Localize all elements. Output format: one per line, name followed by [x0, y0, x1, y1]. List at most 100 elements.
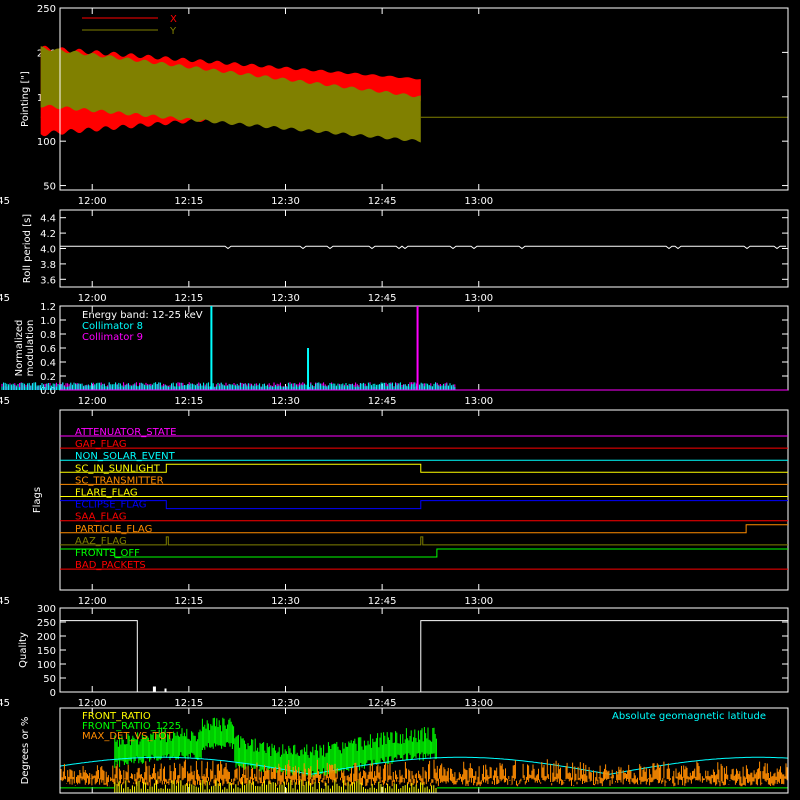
- flag-label-particle-flag: PARTICLE_FLAG: [75, 524, 152, 535]
- quality-ytick-label: 0: [50, 688, 56, 699]
- roll-xtick-label: 12:45: [368, 293, 397, 304]
- flag-label-bad-packets: BAD_PACKETS: [75, 560, 146, 571]
- flag-line-eclipse-flag: [60, 500, 788, 510]
- flag-label-aaz-flag: AAZ_FLAG: [75, 536, 127, 547]
- flag-line-aaz-flag: [60, 536, 788, 546]
- flag-label-sc-in-sunlight: SC_IN_SUNLIGHT: [75, 463, 161, 474]
- roll-ytick-label: 4.0: [40, 245, 56, 256]
- pointing-ylabel: Pointing ["]: [20, 71, 31, 127]
- roll-xtick-label: 12:30: [271, 293, 300, 304]
- modulation-legend-2: Collimator 9: [82, 332, 143, 343]
- pointing-xtick-label: 12:00: [78, 196, 107, 207]
- roll-ytick-label: 3.6: [40, 275, 56, 286]
- modulation-ytick-label: 0.0: [40, 386, 56, 397]
- modulation-xtick-label: 11:45: [0, 396, 10, 407]
- quality-blip: [152, 686, 167, 692]
- ratio-legend-0: FRONT_RATIO: [82, 711, 151, 722]
- quality-ytick-label: 300: [37, 604, 56, 615]
- quality-xtick-label: 12:45: [368, 698, 397, 709]
- quality-ytick-label: 100: [37, 660, 56, 671]
- pointing-y-band: [40, 46, 421, 143]
- flags-frame: [59, 409, 789, 591]
- roll-xtick-label: 12:15: [174, 293, 203, 304]
- flags-xtick-label: 12:15: [174, 596, 203, 607]
- roll-ytick-label: 4.2: [40, 229, 56, 240]
- roll-xtick-label: 11:45: [0, 293, 10, 304]
- quality-xtick-label: 13:00: [464, 698, 493, 709]
- pointing-frame-over: [59, 7, 789, 191]
- ratio-ylabel: Degrees or %: [20, 717, 31, 785]
- flag-label-flare-flag: FLARE_FLAG: [75, 488, 138, 499]
- flags-xtick-label: 12:00: [78, 596, 107, 607]
- pointing-ytick-label: 50: [43, 182, 56, 193]
- modulation-ylabel-0: Normalized: [14, 320, 25, 377]
- modulation-xtick-label: 13:00: [464, 396, 493, 407]
- modulation-ytick-label: 1.2: [40, 302, 56, 313]
- modulation-noise-0: [1, 382, 456, 390]
- pointing-xtick-label: 11:45: [0, 196, 10, 207]
- roll-ytick-label: 3.8: [40, 260, 56, 271]
- ratio-front-1225-band: [114, 717, 437, 778]
- quality-ytick-label: 150: [37, 646, 56, 657]
- pointing-ytick-label: 100: [37, 137, 56, 148]
- flags-panel: 11:45 12:00 12:15 12:30 12:45 13:00 Flags ATTEN…: [0, 409, 789, 607]
- flag-line-sc-in-sunlight: [60, 463, 788, 473]
- quality-ytick-label: 200: [37, 632, 56, 643]
- flag-label-sc-transmitter: SC_TRANSMITTER: [75, 475, 164, 486]
- roll-period-panel: 11:45 12:00 12:15 12:30 12:45 13:00 3.6 3.8 4.0 4…: [0, 209, 789, 304]
- quality-ytick-label: 250: [37, 618, 56, 629]
- modulation-legend-0: Energy band: 12-25 keV: [82, 310, 203, 321]
- flags-xtick-label: 12:30: [271, 596, 300, 607]
- ratio-annotation: Absolute geomagnetic latitude: [612, 711, 766, 722]
- flag-label-fronts-off: FRONTS_OFF: [75, 548, 140, 559]
- modulation-noise-1: [1, 382, 456, 390]
- modulation-ytick-label: 0.6: [40, 344, 56, 355]
- modulation-xtick-label: 12:30: [271, 396, 300, 407]
- flag-label-non-solar-event: NON_SOLAR_EVENT: [75, 451, 176, 462]
- pointing-xtick-label: 12:30: [271, 196, 300, 207]
- modulation-xtick-label: 12:00: [78, 396, 107, 407]
- modulation-xtick-label: 12:15: [174, 396, 203, 407]
- quality-xtick-label: 12:15: [174, 698, 203, 709]
- roll-ytick-label: 4.4: [40, 214, 56, 225]
- flags-xtick-label: 13:00: [464, 596, 493, 607]
- quality-ytick-label: 50: [43, 674, 56, 685]
- ratio-geomagnetic-latitude-line: [59, 756, 789, 775]
- flags-ylabel: Flags: [32, 487, 43, 513]
- pointing-xtick-label: 13:00: [464, 196, 493, 207]
- ratio-front-band: [114, 779, 437, 793]
- roll-xtick-label: 13:00: [464, 293, 493, 304]
- pointing-legend-label-x: X: [170, 14, 177, 25]
- pointing-legend-label-y: Y: [169, 26, 177, 37]
- modulation-ytick-label: 1.0: [40, 316, 56, 327]
- flag-label-attenuator-state: ATTENUATOR_STATE: [75, 427, 176, 438]
- ratio-legend-1: FRONT_RATIO_1225: [82, 721, 181, 732]
- pointing-xtick-label: 12:15: [174, 196, 203, 207]
- flags-xtick-label: 11:45: [0, 596, 10, 607]
- flag-line-particle-flag: [60, 524, 788, 534]
- quality-panel: 11:45 12:00 12:15 12:30 12:45 13:00 0 50 100 150 2…: [0, 604, 789, 709]
- ratio-panel: Degrees or % FRONT_RATIOFRONT_RATIO_1225M…: [20, 707, 789, 794]
- modulation-ylabel-1: modulation: [25, 320, 36, 377]
- quality-xtick-label: 12:30: [271, 698, 300, 709]
- roll-ylabel: Roll period [s]: [22, 214, 33, 283]
- ratio-frame-over: [59, 707, 789, 794]
- modulation-ytick-label: 0.8: [40, 330, 56, 341]
- ratio-legend-2: MAX_DET_VS_TOT: [82, 731, 174, 742]
- roll-xtick-label: 12:00: [78, 293, 107, 304]
- modulation-panel: 11:45 12:00 12:15 12:30 12:45 13:00 0.0 0.2 0.4 0…: [0, 302, 789, 407]
- quality-xtick-label: 12:00: [78, 698, 107, 709]
- pointing-panel: 11:4512:0012:1512:3012:4513:005010015020…: [0, 4, 789, 207]
- modulation-ytick-label: 0.4: [40, 358, 56, 369]
- quality-xtick-label: 11:45: [0, 698, 10, 709]
- flag-line-fronts-off: [60, 548, 788, 558]
- pointing-ytick-label: 250: [37, 4, 56, 15]
- flag-label-saa-flag: SAA_FLAG: [75, 512, 126, 523]
- flag-label-eclipse-flag: ECLIPSE_FLAG: [75, 500, 146, 511]
- roll-period-line: [60, 245, 786, 250]
- quality-line: [60, 620, 788, 693]
- flag-label-gap-flag: GAP_FLAG: [75, 439, 127, 450]
- quality-ylabel: Quality: [18, 632, 29, 668]
- flags-xtick-label: 12:45: [368, 596, 397, 607]
